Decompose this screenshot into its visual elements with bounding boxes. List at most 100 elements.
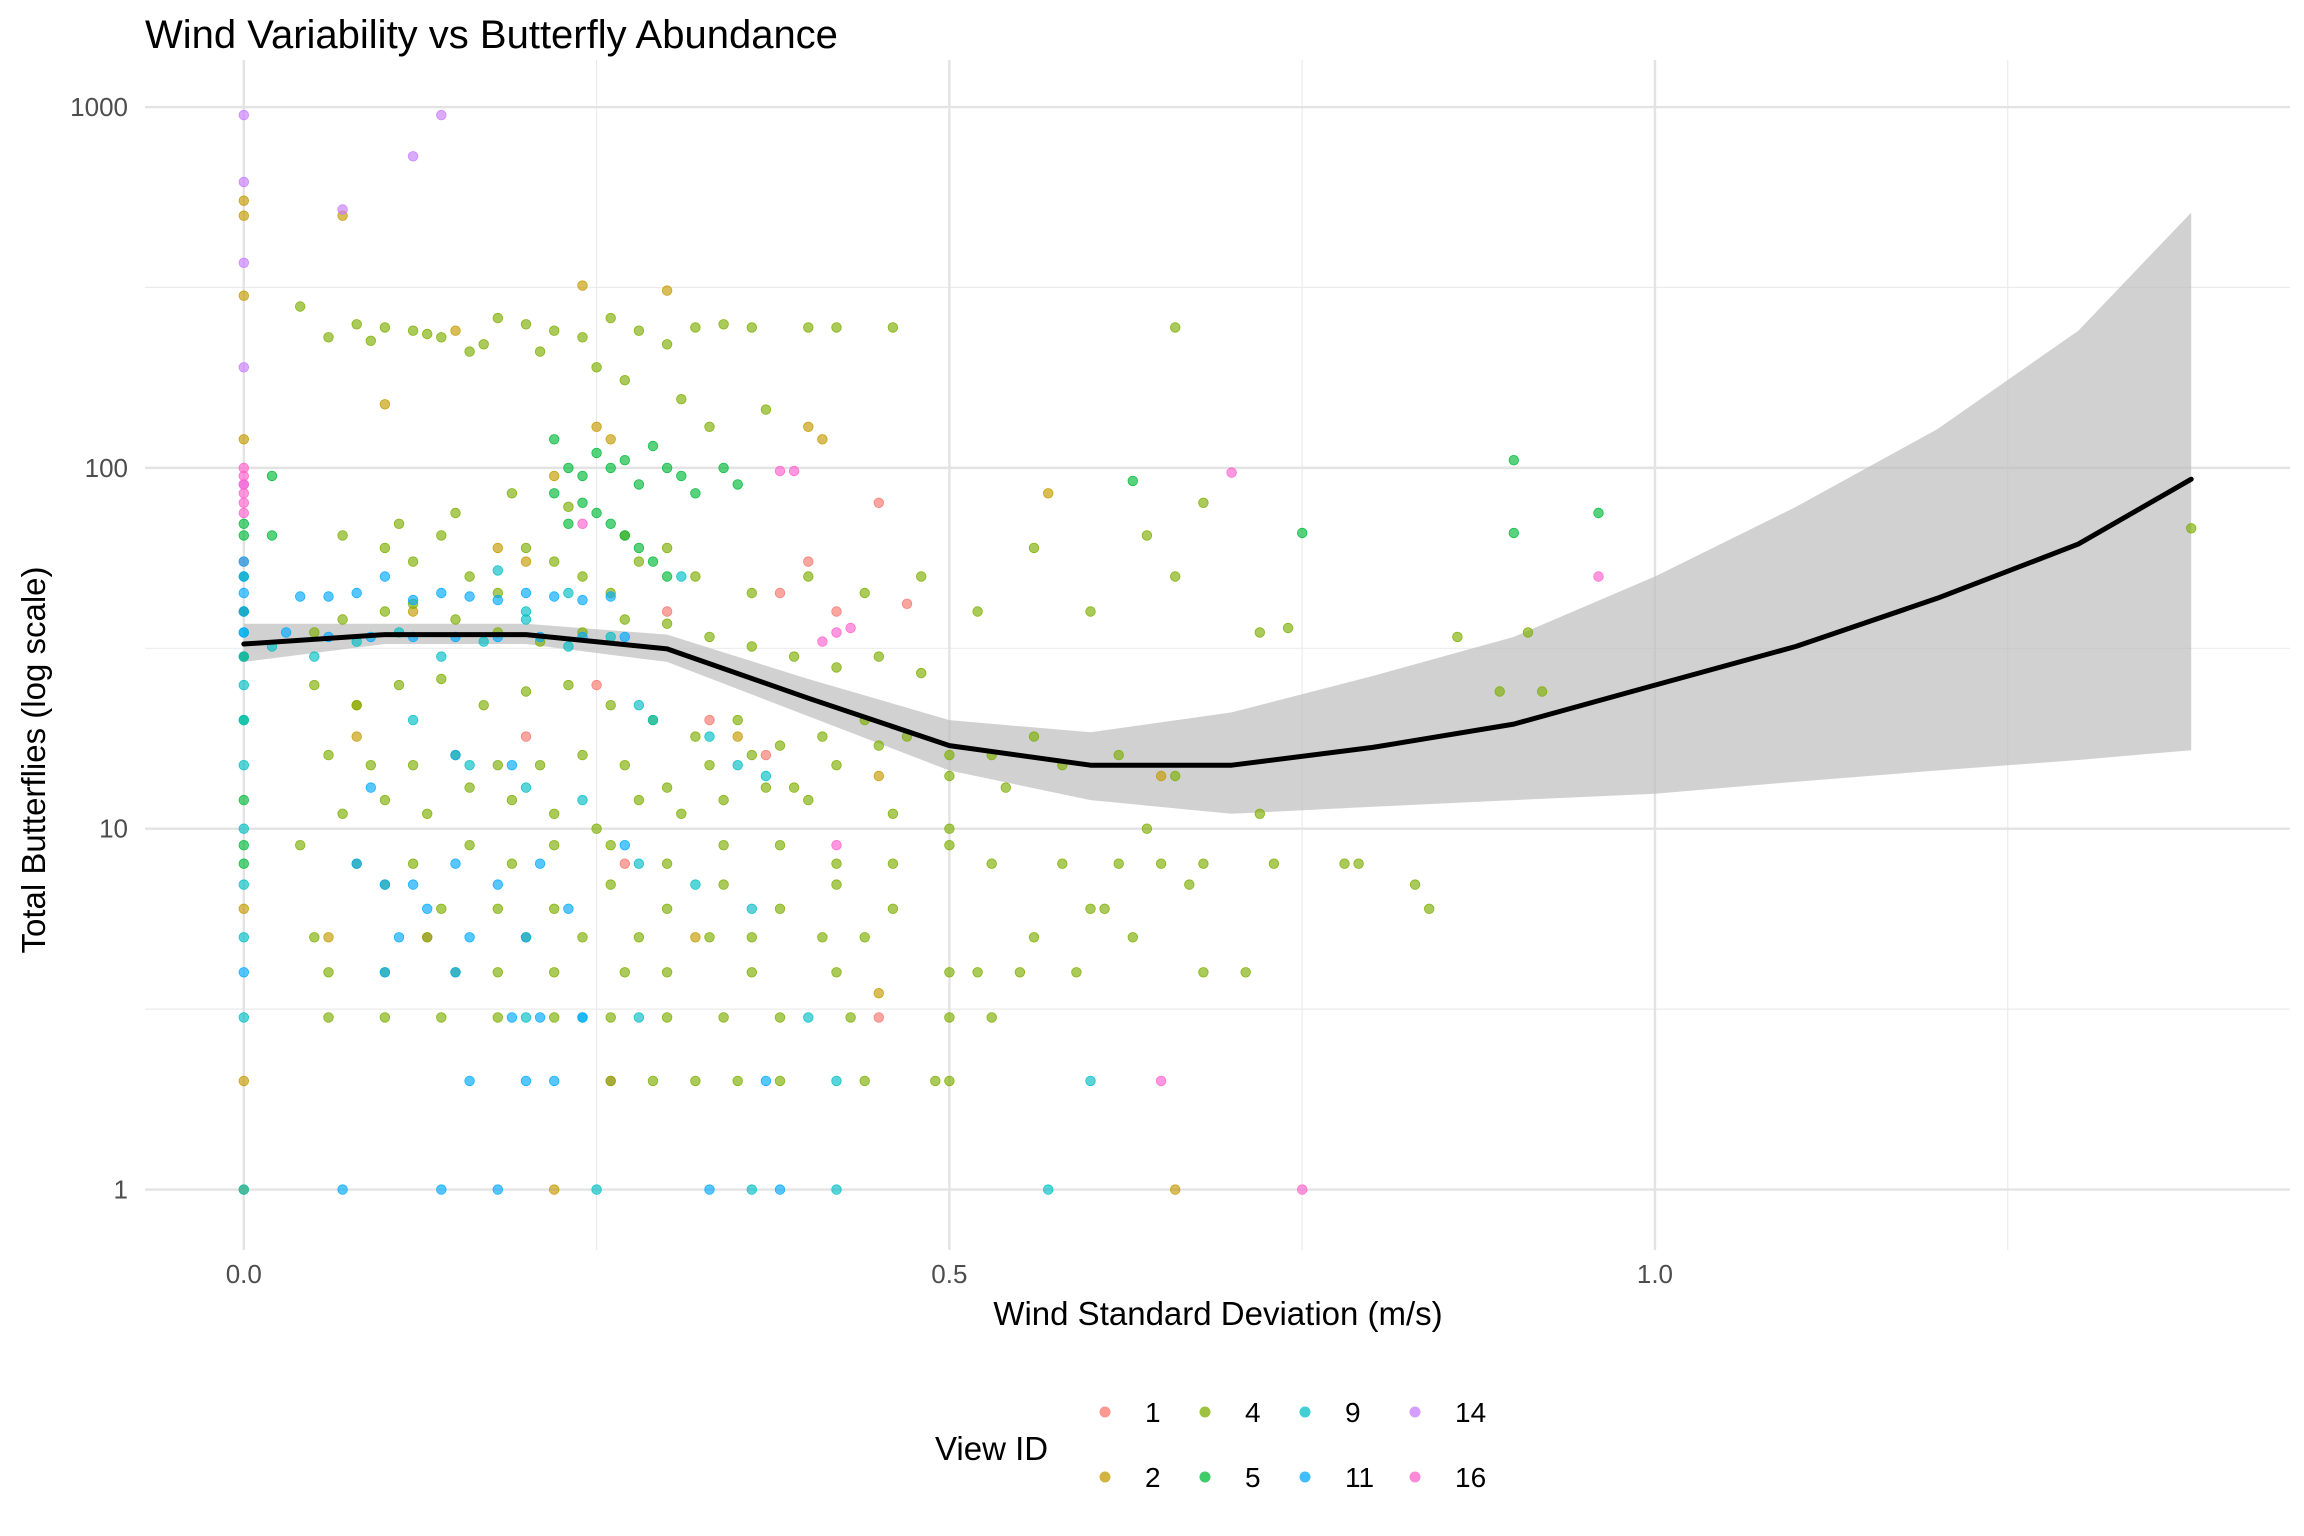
data-point-view-4 [577,332,588,343]
data-point-view-9 [760,770,772,782]
data-point-view-4 [986,858,997,869]
data-point-view-4 [506,858,518,869]
data-point-view-2 [323,932,334,943]
data-point-view-9 [1042,1184,1054,1195]
data-point-view-4 [422,808,433,820]
data-point-view-4 [788,651,800,662]
data-point-view-9 [436,651,447,662]
data-point-view-4 [1085,606,1096,617]
data-point-view-2 [549,470,560,482]
data-point-view-11 [577,1012,588,1023]
data-point-view-11 [323,591,334,602]
data-point-view-4 [492,760,504,771]
data-point-view-11 [337,1184,348,1195]
data-point-view-4 [845,1012,856,1023]
data-point-view-11 [520,587,532,599]
data-point-view-14 [238,257,250,269]
data-point-view-4 [450,507,461,519]
data-point-view-4 [478,700,489,711]
data-point-view-4 [718,319,729,330]
data-point-view-5 [647,440,659,452]
data-point-view-4 [944,967,955,978]
data-point-view-5 [238,794,250,806]
data-point-view-11 [619,840,631,851]
data-point-view-4 [295,301,306,312]
data-point-view-2 [238,903,250,915]
legend-key-4 [1199,1406,1211,1418]
data-point-view-4 [549,325,560,336]
data-point-view-4 [1141,530,1153,541]
data-point-view-4 [605,1075,616,1087]
legend-label-16: 16 [1455,1462,1486,1493]
data-point-view-9 [831,1075,842,1087]
data-point-view-4 [436,530,447,541]
data-point-view-16 [845,622,856,634]
data-point-view-1 [704,714,715,726]
data-point-view-4 [2185,523,2197,534]
data-point-view-2 [732,731,743,742]
x-axis-title: Wind Standard Deviation (m/s) [993,1295,1442,1332]
data-point-view-2 [577,280,588,291]
data-point-view-4 [365,335,377,347]
data-point-view-4 [337,530,348,541]
data-point-view-11 [407,594,419,606]
data-point-view-4 [605,700,616,711]
data-point-view-4 [1254,627,1266,638]
data-point-view-5 [661,462,673,474]
data-point-view-5 [591,447,602,459]
data-point-view-4 [661,618,673,629]
data-point-view-4 [661,542,673,554]
data-point-view-9 [633,700,645,711]
data-point-view-4 [422,932,433,943]
data-point-view-4 [774,903,786,915]
data-point-view-11 [534,1012,546,1023]
data-point-view-11 [492,1184,504,1195]
data-point-view-16 [577,518,588,530]
data-point-view-14 [238,176,250,188]
smooth-trend-line [241,476,2194,768]
data-point-view-11 [351,587,362,599]
data-point-view-4 [1099,903,1110,915]
data-point-view-5 [647,556,659,567]
data-point-view-4 [873,651,885,662]
data-point-view-4 [760,404,772,415]
data-point-view-4 [944,1075,955,1087]
data-point-view-4 [407,325,419,336]
data-point-view-4 [690,731,701,742]
data-point-view-11 [393,932,405,943]
data-point-view-4 [774,1075,786,1087]
data-point-view-4 [1028,542,1040,554]
y-tick-label: 1000 [70,92,128,122]
data-point-view-4 [746,322,758,333]
data-point-view-4 [309,627,320,638]
data-point-view-2 [492,542,504,554]
y-tick-label: 100 [85,453,128,483]
data-point-view-5 [1508,455,1520,466]
data-point-view-4 [549,556,560,567]
data-point-view-4 [407,556,419,567]
data-point-view-4 [746,641,758,652]
data-point-view-4 [379,1012,391,1023]
data-point-view-4 [831,662,842,673]
data-point-view-4 [520,319,532,330]
data-point-view-5 [549,434,560,445]
data-point-view-4 [916,571,927,582]
data-point-view-2 [661,285,673,296]
data-point-view-5 [1127,475,1139,487]
data-point-view-2 [873,988,885,999]
data-point-view-9 [633,858,645,869]
data-point-view-4 [323,967,334,978]
data-point-view-4 [549,967,560,978]
data-point-view-4 [619,375,631,386]
data-point-view-5 [633,479,645,490]
data-point-view-4 [520,686,532,697]
data-point-view-4 [1409,879,1421,890]
data-point-view-4 [1155,858,1167,869]
data-point-view-4 [379,542,391,554]
data-point-view-2 [238,210,250,221]
data-point-view-4 [619,760,631,771]
legend-key-14 [1409,1406,1421,1418]
data-point-view-1 [831,606,842,617]
data-point-view-5 [605,518,616,530]
